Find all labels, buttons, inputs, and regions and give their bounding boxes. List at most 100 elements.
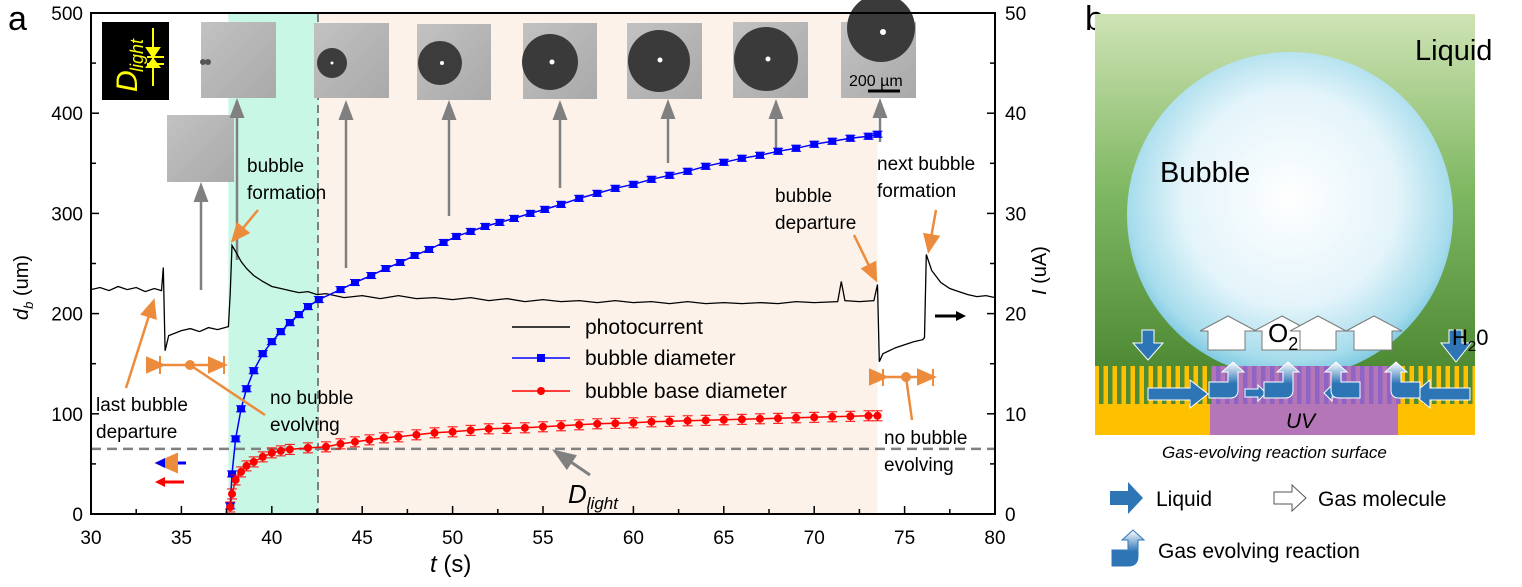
legend-label-bubble-base-diameter: bubble base diameter — [585, 380, 787, 403]
data-point — [481, 222, 490, 230]
x-tick-label: 45 — [352, 528, 373, 549]
annotation-last-departure-1: last bubble — [96, 395, 188, 416]
d-light-label: Dlight — [568, 479, 619, 513]
y-right-tick-label: 50 — [1005, 4, 1026, 25]
bubble-schematic: Liquid Bubble O2 H20 UV Gas-evolving rea… — [1095, 14, 1492, 462]
annotation-no-bubble-right-1: no bubble — [884, 428, 967, 449]
data-point — [228, 489, 237, 498]
data-point — [557, 200, 566, 208]
data-point — [557, 421, 566, 430]
bubble-shape — [1127, 52, 1453, 378]
data-point — [647, 417, 656, 426]
annotation-next-formation-1: next bubble — [877, 154, 975, 175]
x-tick-label: 65 — [713, 528, 734, 549]
x-tick-label: 35 — [171, 528, 192, 549]
data-point — [381, 265, 390, 273]
x-tick-label: 70 — [804, 528, 825, 549]
surface-stripe — [1108, 366, 1113, 404]
annotation-bubble-departure-2: departure — [775, 213, 856, 234]
liquid-arrow-icon — [1110, 482, 1143, 514]
surface-stripe — [1243, 366, 1248, 404]
legend-liquid: Liquid — [1156, 488, 1212, 511]
y-left-tick-label: 500 — [51, 4, 83, 25]
series-bubble-base-diameter — [225, 410, 883, 513]
data-point — [276, 446, 285, 455]
data-point — [873, 130, 882, 138]
data-point — [520, 423, 529, 432]
annotations: bubble formation last bubble departure n… — [96, 154, 975, 513]
data-point — [864, 132, 873, 140]
surface-stripe — [1297, 366, 1302, 404]
data-point — [394, 432, 403, 441]
x-tick-label: 80 — [984, 528, 1005, 549]
data-point — [412, 430, 421, 439]
data-point — [231, 435, 240, 443]
data-point — [285, 319, 294, 327]
data-point — [365, 435, 374, 444]
annotation-no-bubble-left-2: evolving — [270, 415, 340, 436]
data-point — [526, 209, 535, 217]
data-point — [510, 214, 519, 222]
data-point — [448, 427, 457, 436]
data-point — [665, 171, 674, 179]
data-point — [303, 443, 312, 452]
surface-stripe — [1198, 366, 1203, 404]
y-right-tick-label: 10 — [1005, 405, 1026, 426]
data-point — [683, 167, 692, 175]
surface-stripe — [1126, 366, 1131, 404]
legend-gas-evolving-reaction: Gas evolving reaction — [1158, 540, 1360, 563]
data-point — [242, 385, 251, 393]
surface-stripe — [1153, 366, 1158, 404]
h2o-label: H20 — [1452, 325, 1488, 355]
surface-stripe — [1378, 366, 1383, 404]
data-point — [737, 154, 746, 162]
x-tick-label: 50 — [442, 528, 463, 549]
uv-label: UV — [1286, 410, 1317, 433]
data-point — [314, 296, 323, 304]
y-right-tick-label: 30 — [1005, 204, 1026, 225]
data-point — [539, 422, 547, 431]
y-right-tick-label: 40 — [1005, 104, 1026, 125]
y-left-tick-label: 100 — [51, 405, 83, 426]
bubble-label: Bubble — [1160, 157, 1250, 189]
data-point — [611, 184, 620, 192]
data-point — [396, 258, 405, 266]
axes: 30 35 40 45 50 55 60 65 70 75 80010020030040050001… — [51, 4, 1026, 549]
data-series — [90, 130, 996, 513]
data-point — [701, 416, 710, 425]
svg-text:D: D — [111, 70, 144, 92]
surface-stripe — [1324, 366, 1329, 404]
data-point — [629, 418, 638, 427]
y-left-tick-label: 200 — [51, 305, 83, 326]
surface-stripe — [1261, 366, 1266, 404]
annotation-bubble-formation-1: bubble — [247, 156, 304, 177]
data-point — [350, 437, 359, 446]
x-tick-label: 60 — [623, 528, 644, 549]
data-point — [593, 419, 602, 428]
data-point — [237, 405, 246, 413]
gas-molecule-arrows — [1199, 315, 1403, 351]
annotation-next-formation-2: formation — [877, 181, 956, 202]
bubble-image-2 — [201, 22, 276, 98]
data-point — [792, 413, 801, 422]
data-point — [846, 412, 855, 421]
surface-stripe — [1459, 366, 1464, 404]
series-bubble-diameter — [225, 130, 883, 510]
y-axis-right-label: I (uA) — [1029, 246, 1051, 295]
data-point — [828, 137, 837, 145]
legend-label-bubble-diameter: bubble diameter — [585, 347, 736, 370]
data-point — [828, 412, 837, 421]
data-point — [367, 272, 376, 280]
data-point — [228, 470, 237, 478]
o2-label: O2 — [1268, 318, 1298, 354]
surface-stripe — [1315, 366, 1320, 404]
liquid-label: Liquid — [1415, 35, 1492, 67]
data-point — [430, 428, 439, 437]
data-point — [502, 424, 511, 433]
data-point — [629, 180, 638, 188]
bubble-image-1 — [167, 115, 234, 182]
data-point — [322, 442, 331, 451]
data-point — [242, 461, 251, 470]
data-point — [774, 147, 783, 155]
data-point — [452, 232, 461, 240]
